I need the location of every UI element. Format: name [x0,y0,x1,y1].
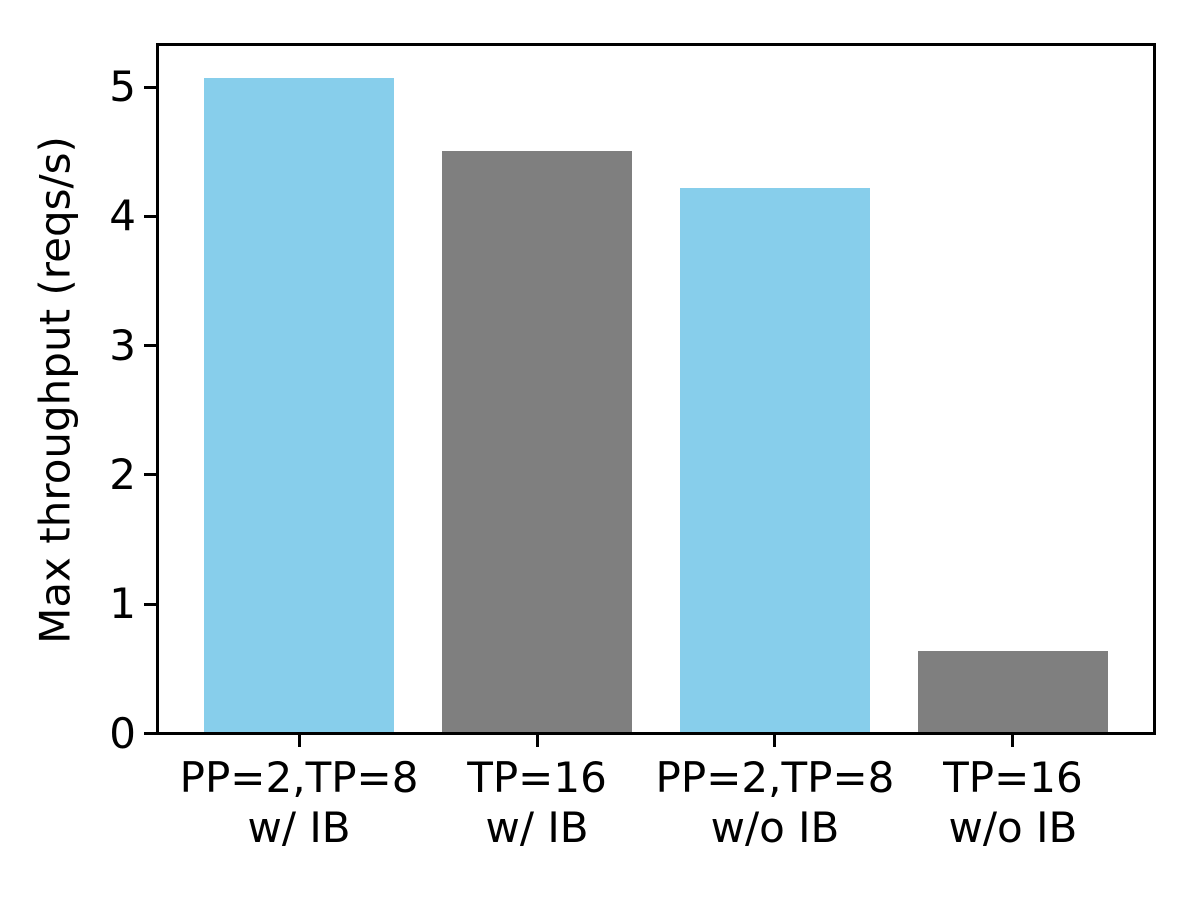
y-tick-label-5: 5 [109,62,136,112]
y-tick-label-1: 1 [109,579,136,629]
y-tick-label-2: 2 [109,449,136,499]
x-tick-label-line: w/ IB [485,803,589,852]
x-tick-label-line: w/ IB [247,803,351,852]
x-tick-mark-3 [1011,735,1015,747]
x-tick-mark-1 [535,735,539,747]
bar-0 [203,78,395,734]
y-tick-label-3: 3 [109,320,136,370]
x-tick-label-3: TP=16 w/o IB [843,753,1183,853]
x-tick-label-0: PP=2,TP=8 w/ IB [129,753,469,853]
x-tick-mark-0 [297,735,301,747]
x-tick-label-line: TP=16 [943,753,1083,802]
x-tick-label-line: PP=2,TP=8 [655,753,895,802]
x-tick-label-line: w/o IB [710,803,840,852]
x-tick-label-line: TP=16 [467,753,607,802]
x-tick-label-line: w/o IB [948,803,1078,852]
x-tick-label-1: TP=16 w/ IB [367,753,707,853]
y-tick-mark-3 [144,344,156,348]
y-tick-mark-4 [144,214,156,218]
bar-1 [441,150,633,734]
x-tick-label-line: PP=2,TP=8 [179,753,419,802]
y-tick-label-0: 0 [109,708,136,758]
y-tick-label-4: 4 [109,191,136,241]
x-tick-label-2: PP=2,TP=8 w/o IB [605,753,945,853]
bar-3 [917,650,1109,734]
y-tick-mark-2 [144,473,156,477]
y-tick-mark-0 [144,732,156,735]
y-tick-mark-1 [144,602,156,606]
y-tick-mark-5 [144,85,156,89]
x-tick-mark-2 [773,735,777,747]
bar-2 [679,187,871,734]
